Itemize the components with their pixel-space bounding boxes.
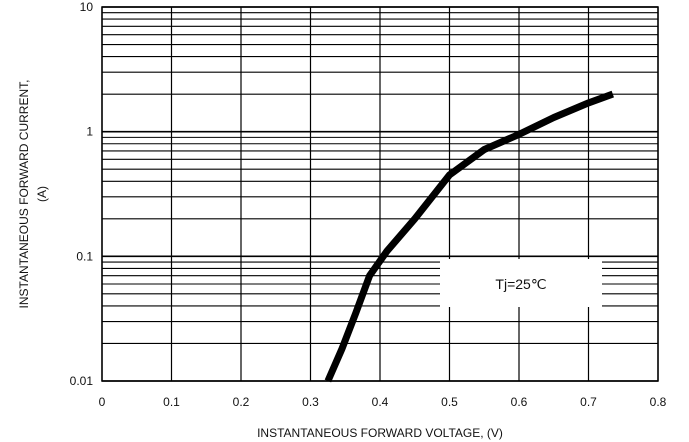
x-tick-labels: 0 0.1 0.2 0.3 0.4 0.5 0.6 0.7 0.8 — [99, 395, 667, 409]
x-tick-label: 0.6 — [511, 395, 528, 409]
annotation-box: Tj=25℃ — [440, 259, 602, 307]
series-layer — [324, 90, 614, 383]
y-tick-label: 10 — [80, 0, 94, 14]
grid — [101, 6, 659, 382]
y-tick-label: 0.01 — [70, 374, 94, 388]
annotation-text: Tj=25℃ — [495, 276, 546, 292]
series-line — [324, 90, 614, 383]
x-tick-label: 0.7 — [580, 395, 597, 409]
x-tick-label: 0 — [99, 395, 106, 409]
y-axis-label-line1: INSTANTANEOUS FORWARD CURRENT, — [17, 80, 31, 309]
y-tick-label: 0.1 — [76, 249, 93, 263]
x-tick-label: 0.2 — [233, 395, 250, 409]
y-tick-labels: 0.01 0.1 1 10 — [70, 0, 94, 388]
x-axis-label: INSTANTANEOUS FORWARD VOLTAGE, (V) — [257, 426, 503, 440]
x-tick-label: 0.1 — [163, 395, 180, 409]
annotation-background — [440, 259, 602, 307]
x-tick-label: 0.5 — [441, 395, 458, 409]
x-tick-label: 0.4 — [372, 395, 389, 409]
x-tick-label: 0.3 — [302, 395, 319, 409]
x-tick-label: 0.8 — [650, 395, 667, 409]
y-axis-label-line2: (A) — [35, 186, 49, 202]
y-tick-label: 1 — [86, 125, 93, 139]
